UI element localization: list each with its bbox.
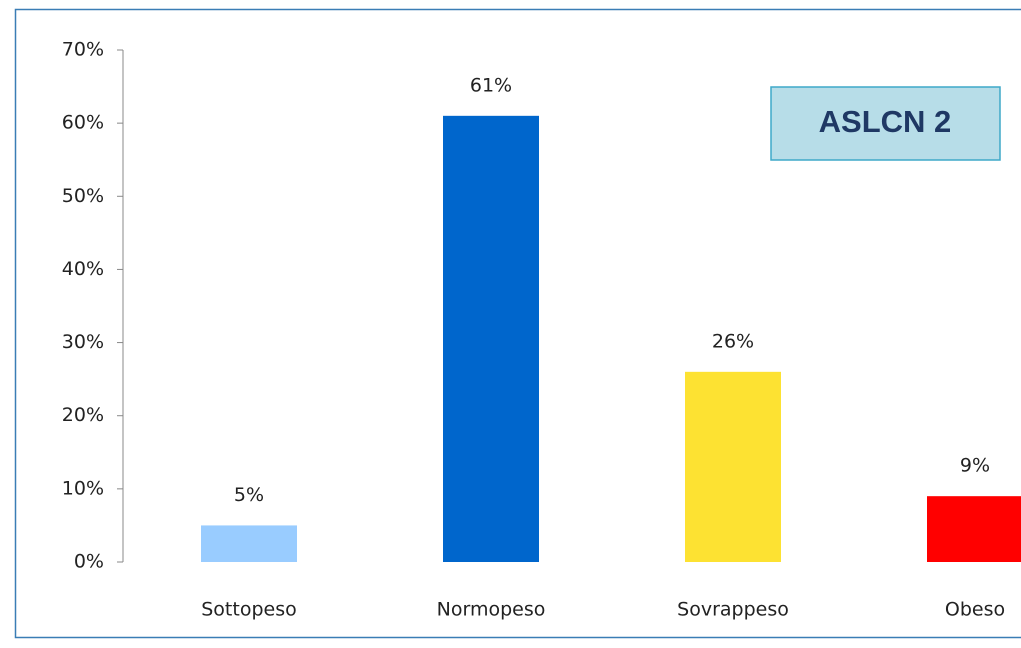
- y-tick-label: 70%: [62, 39, 104, 61]
- y-tick-label: 50%: [62, 185, 104, 207]
- x-tick-label: Normopeso: [437, 599, 546, 621]
- y-tick-label: 10%: [62, 477, 104, 499]
- value-label: 26%: [712, 330, 754, 352]
- y-tick-label: 30%: [62, 331, 104, 353]
- value-label: 5%: [234, 484, 264, 506]
- annotation-box: [770, 86, 1001, 161]
- x-tick-label: Obeso: [945, 599, 1005, 621]
- bar: [443, 115, 539, 562]
- y-tick-label: 40%: [62, 258, 104, 280]
- annotation: ASLCN 2: [819, 104, 952, 139]
- x-tick-label: Sottopeso: [201, 599, 296, 621]
- value-label: 61%: [470, 74, 512, 96]
- y-tick-label: 60%: [62, 112, 104, 134]
- x-tick-label: Sovrappeso: [677, 599, 789, 621]
- bar: [685, 371, 781, 562]
- bar: [927, 496, 1021, 562]
- bar: [201, 525, 297, 562]
- y-tick-label: 0%: [74, 551, 104, 573]
- y-tick-label: 20%: [62, 404, 104, 426]
- value-label: 9%: [960, 455, 990, 477]
